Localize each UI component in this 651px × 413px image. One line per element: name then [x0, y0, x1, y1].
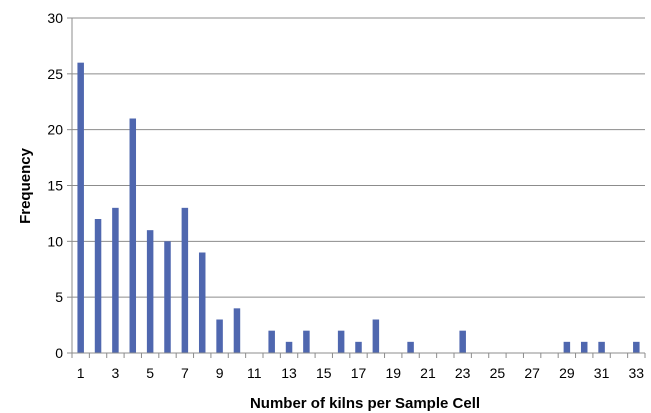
bar-5 — [146, 230, 154, 353]
y-tick-labels: 0 5 10 15 20 25 30 — [47, 10, 63, 361]
x-tick-label: 23 — [455, 365, 471, 381]
bar-3 — [112, 207, 119, 353]
bar-2 — [94, 219, 102, 353]
y-tick-label: 15 — [47, 178, 63, 194]
x-tick-label: 3 — [112, 365, 120, 381]
bar-10 — [233, 308, 241, 353]
y-tick-label: 0 — [55, 345, 63, 361]
x-tick-label: 19 — [385, 365, 401, 381]
x-tick-labels: 1 3 5 7 9 11 13 15 17 19 21 23 25 27 29 31 33 — [77, 365, 645, 381]
y-tick-label: 10 — [47, 233, 63, 249]
bar-17 — [355, 341, 362, 353]
bar-8 — [198, 252, 206, 353]
x-tick-label: 11 — [247, 365, 262, 381]
x-tick-label: 13 — [281, 365, 297, 381]
x-tick-label: 29 — [559, 365, 575, 381]
x-axis-title: Number of kilns per Sample Cell — [250, 395, 480, 412]
bar-1 — [77, 62, 84, 354]
bar-12 — [268, 330, 275, 353]
bar-7 — [181, 207, 189, 353]
y-axis-title: Frequency — [17, 147, 34, 224]
x-tick-label: 33 — [629, 365, 645, 381]
bar-16 — [337, 330, 345, 353]
bar-18 — [372, 319, 380, 353]
bar-33 — [633, 341, 640, 353]
bar-23 — [459, 330, 466, 353]
bar-30 — [580, 341, 588, 353]
bar-6 — [164, 241, 171, 353]
bar-14 — [303, 330, 310, 353]
x-tick-label: 7 — [181, 365, 189, 381]
y-tick-label: 30 — [47, 10, 63, 26]
y-tick-label: 20 — [47, 122, 63, 138]
y-tick-label: 5 — [55, 289, 63, 305]
bars — [77, 62, 640, 354]
axes — [71, 18, 646, 358]
x-tick-label: 17 — [351, 365, 367, 381]
bar-20 — [407, 341, 414, 353]
bar-29 — [563, 341, 571, 353]
x-tick-label: 31 — [594, 365, 610, 381]
gridlines — [67, 17, 645, 354]
x-tick-label: 21 — [420, 365, 436, 381]
x-tick-label: 1 — [77, 365, 85, 381]
x-tick-label: 15 — [316, 365, 332, 381]
bar-13 — [285, 341, 293, 353]
bar-31 — [598, 341, 605, 353]
x-tick-label: 25 — [490, 365, 506, 381]
x-tick-label: 9 — [216, 365, 224, 381]
bar-4 — [129, 118, 137, 353]
x-tick-label: 27 — [524, 365, 540, 381]
x-tick-label: 5 — [146, 365, 154, 381]
bar-9 — [216, 319, 223, 353]
y-tick-label: 25 — [47, 66, 63, 82]
